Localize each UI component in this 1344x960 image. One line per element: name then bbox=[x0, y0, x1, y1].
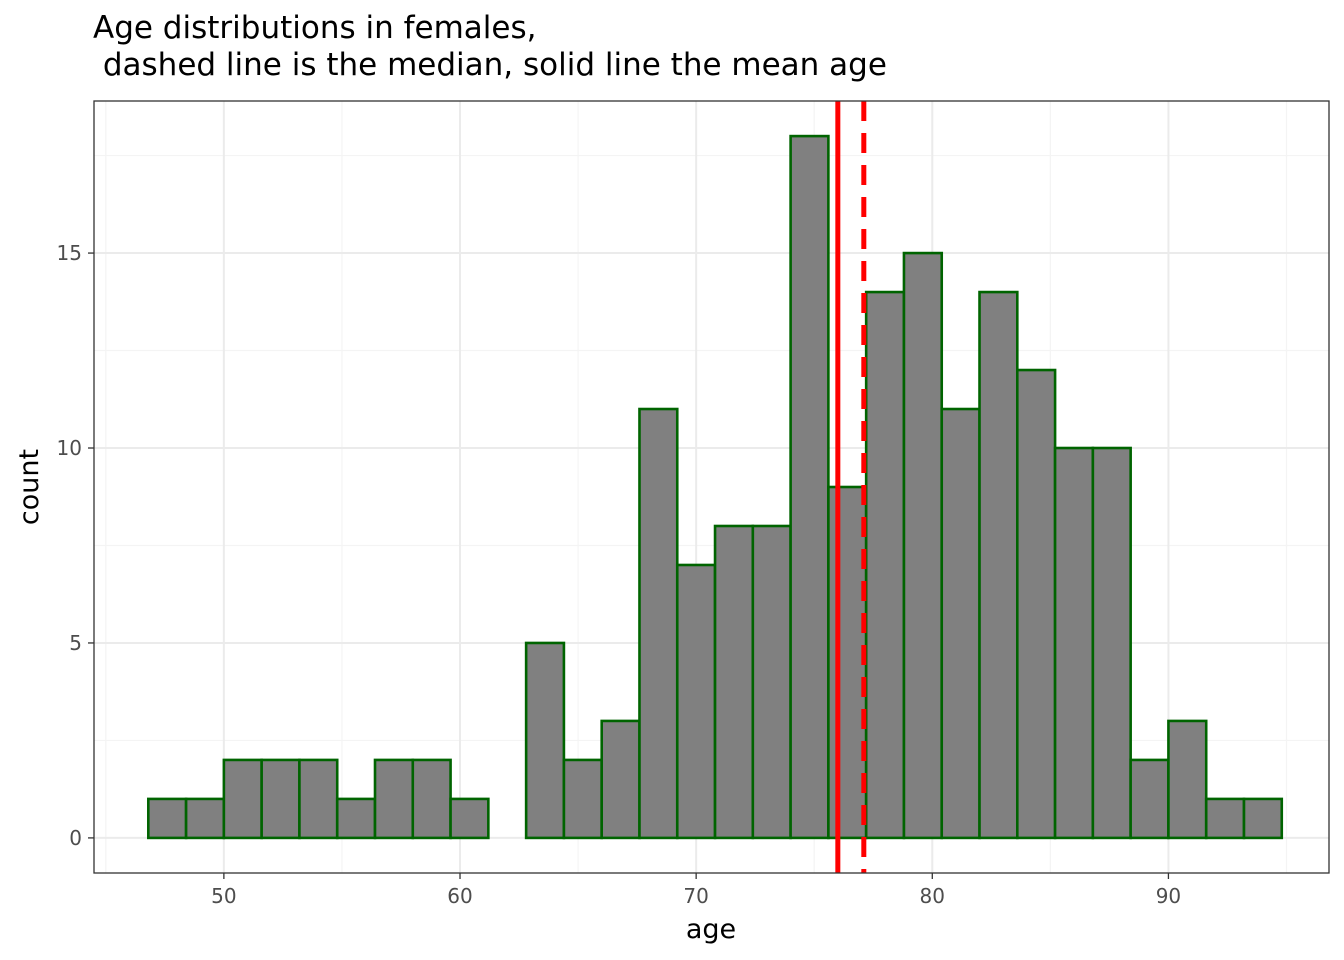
x-tick-label: 60 bbox=[447, 884, 472, 908]
x-tick-label: 80 bbox=[920, 884, 945, 908]
chart-title-line-1: Age distributions in females, bbox=[93, 10, 537, 46]
axes: 50 60 70 80 90 0 5 10 15 bbox=[57, 241, 1182, 908]
histogram-bar bbox=[978, 290, 1019, 840]
y-tick-label: 10 bbox=[57, 436, 82, 460]
histogram-bar bbox=[184, 797, 226, 840]
histogram-bar bbox=[751, 524, 792, 840]
histogram-bar bbox=[827, 485, 868, 840]
histogram-bar bbox=[373, 758, 415, 840]
histogram-bar bbox=[562, 758, 603, 840]
histogram-bar bbox=[1129, 758, 1170, 840]
chart-title: Age distributions in females, dashed lin… bbox=[93, 10, 887, 84]
histogram-bar bbox=[222, 758, 263, 840]
histogram-bar bbox=[147, 797, 188, 840]
histogram-bar bbox=[260, 758, 301, 840]
x-tick-label: 90 bbox=[1156, 884, 1181, 908]
y-axis-title: count bbox=[14, 449, 45, 525]
histogram-bar bbox=[902, 251, 944, 840]
histogram-bar bbox=[1242, 797, 1284, 840]
reference-lines bbox=[835, 101, 867, 873]
histogram-bar bbox=[713, 524, 755, 840]
histogram-bar bbox=[524, 641, 566, 840]
histogram-bar bbox=[411, 758, 452, 840]
histogram-bar bbox=[1053, 446, 1095, 840]
histogram-bar bbox=[675, 563, 717, 840]
x-tick-label: 70 bbox=[683, 884, 708, 908]
y-tick-label: 5 bbox=[69, 631, 82, 655]
histogram-bar bbox=[789, 134, 830, 840]
histogram-bar bbox=[1091, 446, 1132, 840]
histogram-bar bbox=[638, 407, 679, 840]
histogram-bar bbox=[864, 290, 906, 840]
x-tick-label: 50 bbox=[211, 884, 236, 908]
histogram-bars bbox=[147, 134, 1284, 840]
histogram-bar bbox=[940, 407, 981, 840]
x-axis-title: age bbox=[686, 914, 736, 945]
histogram-bar bbox=[449, 797, 490, 840]
y-tick-label: 15 bbox=[57, 241, 82, 265]
histogram-bar bbox=[298, 758, 339, 840]
histogram-bar bbox=[600, 719, 641, 840]
y-tick-label: 0 bbox=[69, 826, 82, 850]
histogram-bar bbox=[1204, 797, 1246, 840]
chart-title-line-2: dashed line is the median, solid line th… bbox=[93, 47, 887, 83]
histogram-bar bbox=[1015, 368, 1057, 840]
histogram-bar bbox=[1167, 719, 1208, 840]
panel-border bbox=[93, 100, 1330, 874]
histogram-bar bbox=[335, 797, 377, 840]
